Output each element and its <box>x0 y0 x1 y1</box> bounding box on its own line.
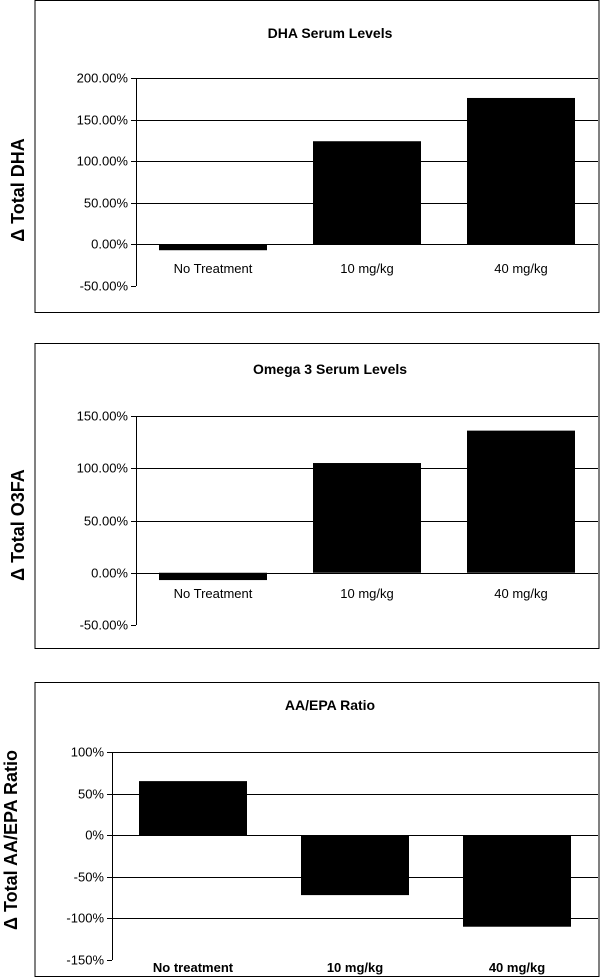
category-labels: No Treatment 10 mg/kg 40 mg/kg <box>174 586 548 601</box>
y-tick-label: 50.00% <box>84 514 129 529</box>
y-axis-label: Δ Total O3FA <box>8 469 28 581</box>
bar <box>301 835 409 896</box>
y-tick-label: -150% <box>66 953 104 968</box>
y-tick-label: 100.00% <box>77 461 129 476</box>
category-label: 10 mg/kg <box>327 960 383 975</box>
y-tick-label: -50% <box>74 870 105 885</box>
y-tick-label: 150.00% <box>77 113 129 128</box>
chart-panel-dha: DHA Serum Levels Δ Total DHA 200.00% 150.… <box>0 0 600 320</box>
y-tick-label: 50% <box>78 787 104 802</box>
category-label: No Treatment <box>174 586 253 601</box>
y-tick-labels: 200.00% 150.00% 100.00% 50.00% 0.00% -50.00% <box>77 71 129 294</box>
category-labels: No Treatment 10 mg/kg 40 mg/kg <box>174 261 548 276</box>
bars <box>112 781 598 927</box>
y-tick-label: 0% <box>85 828 104 843</box>
y-tick-labels: 100% 50% 0% -50% -100% -150% <box>66 745 104 968</box>
chart-title: Omega 3 Serum Levels <box>253 361 407 377</box>
y-axis-label: Δ Total DHA <box>8 138 28 242</box>
y-tick-label: -100% <box>66 911 104 926</box>
chart-panel-omega3: Omega 3 Serum Levels Δ Total O3FA 150.00… <box>0 343 600 663</box>
bar <box>139 781 247 836</box>
y-axis-label: Δ Total AA/EPA Ratio <box>1 750 21 930</box>
bar <box>159 244 267 251</box>
bar <box>467 430 575 573</box>
bar <box>467 97 575 245</box>
y-tick-label: 100.00% <box>77 154 129 169</box>
category-label: 40 mg/kg <box>494 261 547 276</box>
bar <box>313 463 421 573</box>
y-tick-label: 200.00% <box>77 71 129 86</box>
y-tick-label: 100% <box>71 745 105 760</box>
chart-panel-aa-epa: AA/EPA Ratio Δ Total AA/EPA Ratio 100% 50… <box>0 682 600 979</box>
aa-epa-chart: AA/EPA Ratio Δ Total AA/EPA Ratio 100% 50… <box>1 682 600 977</box>
y-tick-label: 50.00% <box>84 196 129 211</box>
category-label: 10 mg/kg <box>340 586 393 601</box>
category-label: No treatment <box>153 960 234 975</box>
bar <box>313 141 421 245</box>
chart-title: DHA Serum Levels <box>268 25 393 41</box>
y-tick-labels: 150.00% 100.00% 50.00% 0.00% -50.00% <box>77 409 129 633</box>
y-tick-label: 150.00% <box>77 409 129 424</box>
category-label: 10 mg/kg <box>340 261 393 276</box>
y-tick-label: 0.00% <box>91 237 128 252</box>
omega3-chart: Omega 3 Serum Levels Δ Total O3FA 150.00… <box>8 343 600 649</box>
y-tick-label: -50.00% <box>80 618 129 633</box>
bars <box>136 97 598 251</box>
bars <box>136 430 598 581</box>
y-tick-label: 0.00% <box>91 566 128 581</box>
dha-chart: DHA Serum Levels Δ Total DHA 200.00% 150.… <box>8 0 600 313</box>
bar <box>159 572 267 581</box>
category-label: No Treatment <box>174 261 253 276</box>
chart-title: AA/EPA Ratio <box>285 697 375 713</box>
bar <box>463 835 571 927</box>
category-label: 40 mg/kg <box>494 586 547 601</box>
category-label: 40 mg/kg <box>489 960 545 975</box>
y-tick-label: -50.00% <box>80 279 129 294</box>
chart-frame <box>34 682 600 977</box>
category-labels: No treatment 10 mg/kg 40 mg/kg <box>153 960 545 975</box>
